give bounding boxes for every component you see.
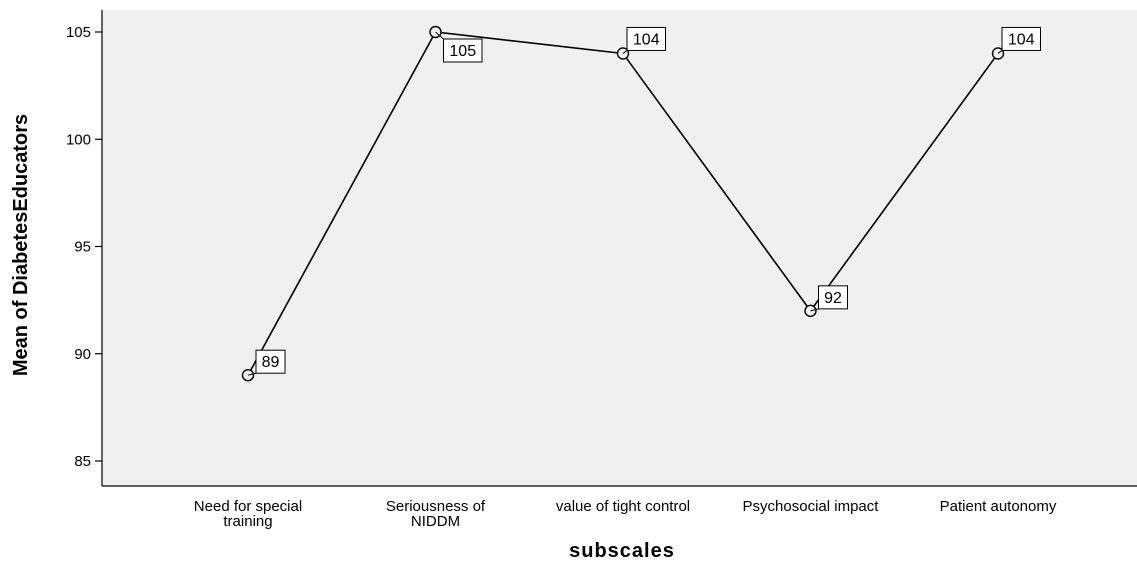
data-label-box [818, 285, 848, 310]
y-tick-label: 95 [74, 239, 91, 256]
data-label-leader [997, 50, 1003, 54]
x-category-label: Need for special training [194, 498, 302, 530]
data-labels: 89 105 104 92 104 [247, 26, 1041, 376]
y-axis-title: Mean of DiabetesEducators [10, 114, 32, 376]
x-axis-title: subscales [569, 540, 675, 562]
x-category-label: Patient autonomy [940, 498, 1057, 515]
data-label-leader [247, 372, 257, 376]
data-label-leader [810, 308, 819, 312]
x-axis-ticks: Need for special training Seriousness of NI… [194, 498, 1057, 530]
data-label: 89 [262, 354, 280, 371]
data-label: 105 [449, 43, 476, 60]
data-label-box [255, 349, 286, 374]
x-category-label: Psychosocial impact [743, 498, 880, 515]
plot-area [102, 10, 1137, 486]
y-tick-label: 85 [74, 453, 91, 470]
y-tick-label: 100 [66, 131, 91, 148]
y-axis-ticks: 85 90 95 100 105 [66, 24, 102, 470]
data-label-box [626, 26, 666, 51]
y-tick-label: 105 [66, 24, 91, 41]
data-label: 104 [633, 31, 660, 48]
y-tick-label: 90 [74, 346, 91, 363]
x-category-label: value of tight control [556, 498, 690, 515]
data-label-box [443, 38, 483, 63]
data-label: 92 [824, 290, 842, 307]
data-label-leader [622, 50, 628, 54]
data-label: 104 [1008, 31, 1035, 48]
x-category-label: Seriousness of NIDDM [386, 498, 486, 530]
data-label-leader [435, 31, 444, 40]
data-label-box [1001, 26, 1041, 51]
